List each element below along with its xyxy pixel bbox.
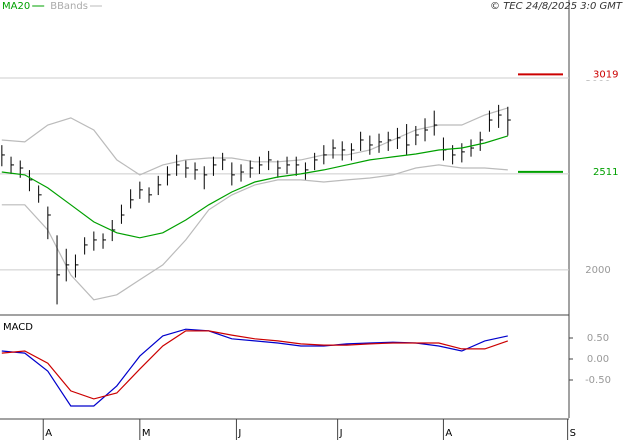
ma20-line <box>1 135 508 239</box>
legend-label: BBands <box>50 1 88 12</box>
reference-label-bg <box>575 165 623 178</box>
reference-label: 3019 <box>593 69 618 80</box>
macd-line <box>1 328 508 407</box>
reference-label-bg <box>575 68 623 81</box>
credit: © TEC 24/8/2025 3:0 GMT <box>490 1 623 12</box>
y-tick-label: 0.00 <box>587 354 609 365</box>
reference-label: 2511 <box>593 167 618 178</box>
panel-title: MACD <box>3 322 33 333</box>
x-tick-label: S <box>570 428 576 439</box>
macd-line <box>1 330 508 400</box>
bband-upper <box>1 107 508 176</box>
x-tick-label: J <box>339 428 343 439</box>
x-tick-label: J <box>237 428 241 439</box>
y-tick-label: 2000 <box>585 265 610 276</box>
y-tick-label: 0.50 <box>587 333 609 344</box>
x-tick-label: A <box>45 428 52 439</box>
x-tick-label: M <box>142 428 151 439</box>
bband-lower <box>1 164 508 301</box>
y-tick-label: -0.50 <box>585 375 611 386</box>
x-tick-label: A <box>445 428 452 439</box>
legend-label: MA20 <box>2 1 30 12</box>
